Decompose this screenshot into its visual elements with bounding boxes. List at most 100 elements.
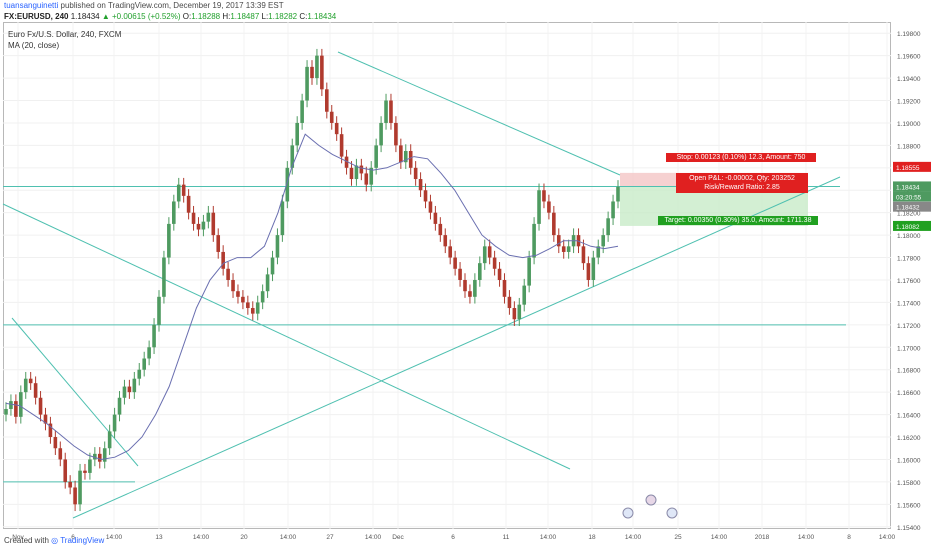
moving-average-line <box>5 133 619 461</box>
candle-body <box>616 186 620 202</box>
x-tick-label: 6 <box>451 534 455 541</box>
candle-body <box>157 296 161 325</box>
economic-event-icon <box>645 494 657 506</box>
candle-body <box>147 347 151 359</box>
candle-body <box>443 235 448 247</box>
candle-body <box>162 257 166 297</box>
candle-body <box>216 235 221 252</box>
candle-body <box>403 150 408 163</box>
symbol-label[interactable]: FX:EURUSD, 240 <box>4 12 69 21</box>
candle-body <box>63 459 68 482</box>
candle-body <box>122 386 127 398</box>
candle-body <box>186 195 191 213</box>
tradingview-brand[interactable]: TradingView <box>60 536 105 545</box>
countdown-tag-bg <box>893 191 931 202</box>
stop-price-tag: 1.18555 <box>896 165 920 172</box>
low-value: 1.18282 <box>268 12 298 21</box>
candle-body <box>453 257 457 269</box>
candle-body <box>552 212 556 236</box>
x-tick-label: 14:00 <box>540 534 557 541</box>
candle-body <box>369 167 374 185</box>
candle-body <box>606 218 610 236</box>
candle-body <box>482 246 487 264</box>
candle-body <box>226 268 230 280</box>
y-tick-label: 1.17200 <box>897 323 921 330</box>
candle-body <box>43 414 48 424</box>
x-tick-label: Nov <box>12 534 24 541</box>
stop-label: Stop: 0.00123 (0.10%) 12.3, Amount: 750 <box>666 153 816 162</box>
candle-body <box>172 201 176 224</box>
candle-body <box>211 212 216 236</box>
candle-body <box>384 100 388 123</box>
candle-body <box>206 212 211 222</box>
candle-body <box>23 378 28 393</box>
candle-body <box>236 291 240 297</box>
economic-event-icon <box>622 507 634 519</box>
x-tick-label: 14:00 <box>711 534 728 541</box>
candle-body <box>497 268 502 280</box>
publish-text: published on TradingView.com, December 1… <box>58 1 284 10</box>
candle-body <box>473 279 477 297</box>
candle-body <box>512 308 517 320</box>
ma-legend[interactable]: MA (20, close) <box>8 41 60 50</box>
publish-header: tuansanguinetti published on TradingView… <box>4 1 284 10</box>
candle-body <box>97 453 102 462</box>
y-tick-label: 1.15600 <box>897 502 921 509</box>
x-tick-label: 27 <box>326 534 334 541</box>
candle-body <box>458 268 462 280</box>
candle-body <box>320 55 324 90</box>
candle-body <box>191 212 196 224</box>
candle-body <box>310 66 314 79</box>
candle-body <box>260 291 265 303</box>
candle-body <box>596 246 601 258</box>
open-pl-label: Open P&L: -0.00002, Qty: 203252 Risk/Rew… <box>676 173 808 193</box>
candle-body <box>48 423 53 438</box>
x-tick-label: 14:00 <box>365 534 382 541</box>
author-link[interactable]: tuansanguinetti <box>4 1 59 10</box>
y-tick-label: 1.17000 <box>897 345 921 352</box>
candle-body <box>58 448 63 460</box>
last-price-tag-bg <box>893 181 931 192</box>
candle-body <box>349 167 354 180</box>
low-label: L: <box>261 12 269 21</box>
trendline-falling <box>337 51 621 176</box>
candle-body <box>241 296 245 303</box>
x-tick-label: 14:00 <box>280 534 297 541</box>
tradingview-logo-icon: ◎ <box>51 536 59 545</box>
ohlc-row: FX:EURUSD, 240 1.18434 ▲ +0.00615 (+0.52… <box>4 12 336 21</box>
target-price-tag: 1.18082 <box>896 224 920 231</box>
stop-price-tag-bg <box>893 161 931 172</box>
high-value: 1.18487 <box>230 12 260 21</box>
x-tick-label: Dec <box>392 534 404 541</box>
candle-body <box>53 437 58 449</box>
candle-body <box>423 190 428 202</box>
candle-body <box>468 291 472 297</box>
y-tick-label: 1.15400 <box>897 525 921 532</box>
candle-body <box>221 251 225 269</box>
close-label: C: <box>299 12 308 21</box>
candle-body <box>73 487 77 505</box>
candle-body <box>102 448 107 462</box>
entry-price-tag-bg <box>893 201 931 212</box>
x-tick-label: 6 <box>71 534 75 541</box>
candle-body <box>38 397 43 415</box>
candle-body <box>487 246 492 258</box>
candle-body <box>275 235 280 258</box>
y-tick-label: 1.18800 <box>897 143 921 150</box>
candle-body <box>325 89 329 112</box>
candle-body <box>566 246 571 252</box>
candle-body <box>547 201 551 213</box>
trendline-early <box>11 317 139 467</box>
candle-body <box>428 201 433 213</box>
candle-body <box>246 302 250 309</box>
plot-frame <box>3 22 891 529</box>
candle-body <box>344 156 349 168</box>
candle-body <box>561 246 566 252</box>
x-tick-label: 25 <box>674 534 682 541</box>
trendline-long-falling <box>2 203 571 470</box>
candle-body <box>448 246 452 258</box>
candle-body <box>478 263 482 280</box>
candle-body <box>290 145 295 168</box>
candle-body <box>300 100 304 123</box>
